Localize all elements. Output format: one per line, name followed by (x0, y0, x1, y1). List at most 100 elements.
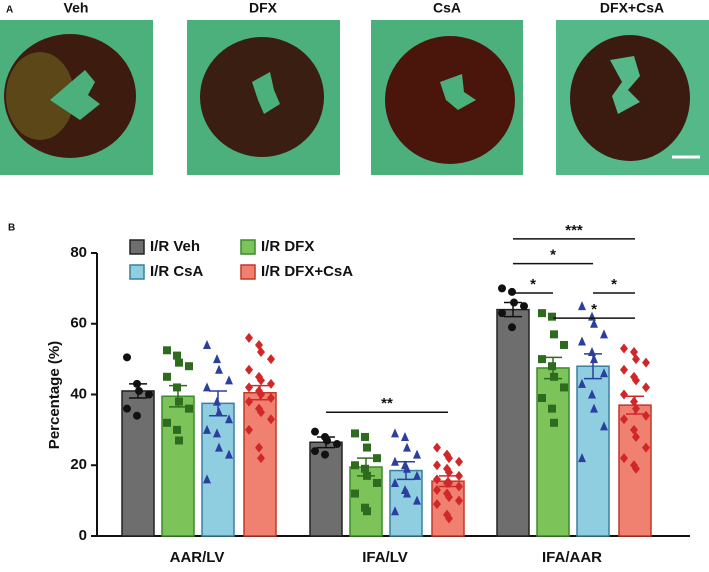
data-point (175, 397, 183, 406)
data-point (403, 463, 411, 473)
photos (0, 20, 709, 175)
data-point (642, 357, 650, 368)
data-point (267, 354, 275, 365)
legend-swatch (129, 239, 145, 255)
data-point (123, 353, 131, 362)
data-point (548, 362, 556, 371)
legend-label: I/R CsA (150, 263, 204, 280)
photo-caption: CsA (433, 0, 461, 16)
data-point (173, 351, 181, 360)
data-point (257, 347, 265, 358)
data-point (333, 440, 341, 449)
data-point (620, 414, 628, 425)
data-point (225, 414, 233, 424)
data-point (215, 442, 223, 452)
legend-swatch (129, 264, 145, 280)
data-point (175, 358, 183, 367)
photo (0, 20, 153, 175)
legend-label: I/R DFX+CsA (261, 263, 353, 280)
significance-label: *** (565, 222, 583, 239)
data-point (445, 467, 453, 478)
data-point (267, 393, 275, 404)
significance-label: * (611, 276, 617, 293)
data-point (560, 383, 568, 392)
data-point (508, 287, 516, 296)
data-point (245, 396, 253, 407)
significance-label: ** (381, 395, 393, 412)
legend-swatch (240, 239, 256, 255)
data-point (413, 449, 421, 459)
data-point (538, 394, 546, 403)
x-tick-label: IFA/AAR (542, 549, 602, 566)
data-point (203, 474, 211, 484)
data-point (620, 364, 628, 375)
data-point (548, 312, 556, 321)
data-point (413, 470, 421, 480)
photo (187, 20, 340, 175)
data-point (255, 442, 263, 453)
data-point (588, 347, 596, 357)
data-point (510, 298, 518, 307)
data-point (401, 431, 409, 441)
data-point (363, 443, 371, 452)
data-point (550, 418, 558, 427)
data-point (600, 421, 608, 431)
data-point (267, 414, 275, 425)
data-point (508, 323, 516, 332)
data-point (620, 343, 628, 354)
data-point (173, 425, 181, 434)
data-point (391, 428, 399, 438)
data-point (257, 389, 265, 400)
data-point (632, 431, 640, 442)
data-point (445, 492, 453, 503)
data-point (363, 507, 371, 516)
data-point (600, 368, 608, 378)
bar (161, 395, 195, 537)
data-point (213, 428, 221, 438)
data-point (145, 390, 153, 399)
data-point (550, 372, 558, 381)
data-point (225, 375, 233, 385)
data-point (361, 432, 369, 441)
data-point (642, 410, 650, 421)
data-point (391, 506, 399, 516)
data-point (578, 378, 586, 388)
bar (201, 402, 235, 537)
data-point (323, 436, 331, 445)
data-point (498, 284, 506, 293)
x-tick-label: IFA/LV (362, 549, 408, 566)
legend-label: I/R Veh (150, 238, 200, 255)
data-point (203, 382, 211, 392)
data-point (311, 427, 319, 436)
data-point (632, 375, 640, 386)
data-point (351, 461, 359, 470)
data-point (590, 318, 598, 328)
data-point (267, 378, 275, 389)
data-point (433, 499, 441, 510)
data-point (632, 463, 640, 474)
data-point (642, 442, 650, 453)
data-point (215, 364, 223, 374)
panel-label: B (8, 223, 15, 234)
photo-caption: DFX (249, 0, 278, 16)
data-point (433, 485, 441, 496)
data-point (403, 488, 411, 498)
legend-swatch (240, 264, 256, 280)
significance-label: * (591, 301, 597, 318)
x-tick-label: AAR/LV (170, 549, 225, 566)
data-point (578, 336, 586, 346)
data-point (123, 404, 131, 413)
significance-label: * (550, 247, 556, 264)
data-point (433, 474, 441, 485)
data-point (351, 429, 359, 438)
bar (536, 367, 570, 537)
data-point (600, 329, 608, 339)
data-point (363, 471, 371, 480)
y-tick-label: 20 (70, 456, 87, 473)
legend-label: I/R DFX (261, 238, 314, 255)
data-point (590, 403, 598, 413)
data-point (391, 477, 399, 487)
data-point (403, 442, 411, 452)
data-point (257, 453, 265, 464)
data-point (215, 407, 223, 417)
